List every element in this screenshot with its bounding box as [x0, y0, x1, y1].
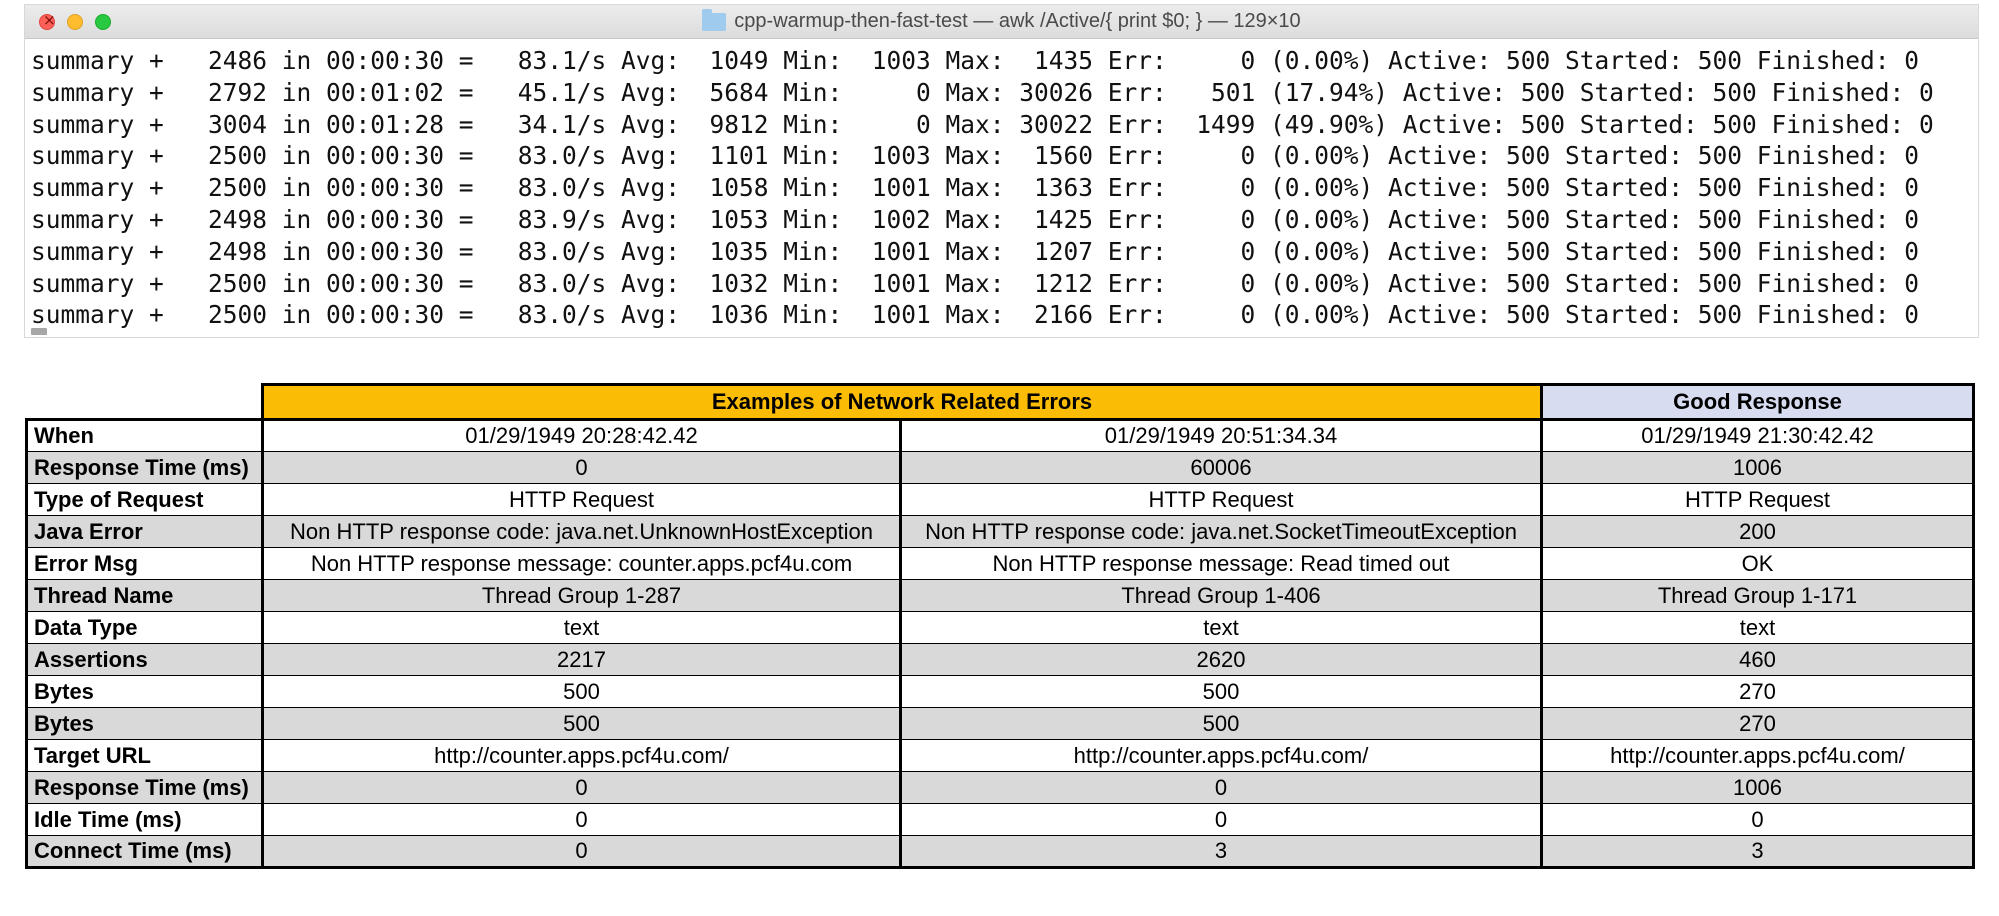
- error-example-2-cell: 60006: [900, 451, 1543, 484]
- table-row: Assertions 2217 2620 460: [25, 643, 1975, 676]
- folder-icon: [702, 8, 727, 31]
- row-label: Connect Time (ms): [25, 835, 264, 869]
- good-response-cell: Thread Group 1-171: [1541, 579, 1975, 612]
- row-label: When: [25, 418, 264, 452]
- window-title: cpp-warmup-then-fast-test — awk /Active/…: [734, 10, 1301, 32]
- good-response-cell: 3: [1541, 835, 1975, 869]
- terminal-window[interactable]: cpp-warmup-then-fast-test — awk /Active/…: [24, 4, 1979, 338]
- error-example-2-cell: HTTP Request: [900, 483, 1543, 516]
- good-response-cell: http://counter.apps.pcf4u.com/: [1541, 739, 1975, 772]
- good-response-cell: 1006: [1541, 451, 1975, 484]
- good-response-cell: 1006: [1541, 771, 1975, 804]
- terminal-line: summary + 2498 in 00:00:30 = 83.0/s Avg:…: [31, 236, 1920, 266]
- error-example-2-cell: Thread Group 1-406: [900, 579, 1543, 612]
- network-errors-header: Examples of Network Related Errors: [261, 383, 1543, 421]
- window-title-group: cpp-warmup-then-fast-test — awk /Active/…: [702, 8, 1301, 33]
- error-example-1-cell: 0: [262, 835, 902, 869]
- zoom-icon[interactable]: [95, 14, 111, 30]
- error-example-1-cell: 0: [262, 771, 902, 804]
- error-example-1-cell: http://counter.apps.pcf4u.com/: [262, 739, 902, 772]
- terminal-line: summary + 2500 in 00:00:30 = 83.0/s Avg:…: [31, 173, 1920, 203]
- terminal-line: summary + 2500 in 00:00:30 = 83.0/s Avg:…: [31, 268, 1920, 298]
- error-example-2-cell: 3: [900, 835, 1543, 869]
- table-row: Response Time (ms) 0 0 1006: [25, 771, 1975, 804]
- error-example-2-cell: 01/29/1949 20:51:34.34: [900, 418, 1543, 452]
- row-label: Response Time (ms): [25, 771, 264, 804]
- table-row: Error Msg Non HTTP response message: coun…: [25, 547, 1975, 580]
- close-icon[interactable]: [39, 11, 56, 30]
- table-row: Bytes 500 500 270: [25, 675, 1975, 708]
- table-row: Target URL http://counter.apps.pcf4u.com/…: [25, 739, 1975, 772]
- good-response-cell: 270: [1541, 707, 1975, 740]
- error-example-2-cell: 0: [900, 803, 1543, 836]
- table-row: Connect Time (ms) 0 3 3: [25, 835, 1975, 869]
- error-example-1-cell: Non HTTP response message: counter.apps.…: [262, 547, 902, 580]
- error-example-1-cell: Thread Group 1-287: [262, 579, 902, 612]
- table-row: Java Error Non HTTP response code: java.n…: [25, 515, 1975, 548]
- row-label: Error Msg: [25, 547, 264, 580]
- table-row: When 01/29/1949 20:28:42.42 01/29/1949 20:…: [25, 418, 1975, 452]
- title-bar[interactable]: cpp-warmup-then-fast-test — awk /Active/…: [25, 5, 1978, 39]
- error-example-1-cell: Non HTTP response code: java.net.Unknown…: [262, 515, 902, 548]
- terminal-output[interactable]: summary + 2486 in 00:00:30 = 83.1/s Avg:…: [25, 39, 1978, 331]
- error-example-2-cell: Non HTTP response message: Read timed ou…: [900, 547, 1543, 580]
- terminal-line: summary + 2498 in 00:00:30 = 83.9/s Avg:…: [31, 204, 1920, 234]
- row-label: Assertions: [25, 643, 264, 676]
- error-example-1-cell: 500: [262, 675, 902, 708]
- good-response-header: Good Response: [1540, 383, 1975, 421]
- error-example-1-cell: text: [262, 611, 902, 644]
- error-example-1-cell: 0: [262, 451, 902, 484]
- row-label: Idle Time (ms): [25, 803, 264, 836]
- table-row: Thread Name Thread Group 1-287 Thread Grou…: [25, 579, 1975, 612]
- row-label: Target URL: [25, 739, 264, 772]
- window-controls: [39, 11, 111, 30]
- error-example-2-cell: 2620: [900, 643, 1543, 676]
- row-label: Type of Request: [25, 483, 264, 516]
- terminal-line: summary + 2486 in 00:00:30 = 83.1/s Avg:…: [31, 46, 1920, 75]
- table-row: Response Time (ms) 0 60006 1006: [25, 451, 1975, 484]
- table-row: Idle Time (ms) 0 0 0: [25, 803, 1975, 836]
- row-label: Thread Name: [25, 579, 264, 612]
- error-example-1-cell: 500: [262, 707, 902, 740]
- terminal-line: summary + 2792 in 00:01:02 = 45.1/s Avg:…: [31, 77, 1934, 107]
- error-example-1-cell: HTTP Request: [262, 483, 902, 516]
- table-row: Data Type text text text: [25, 611, 1975, 644]
- good-response-cell: 270: [1541, 675, 1975, 708]
- table-header-row: Examples of Network Related Errors Good …: [27, 383, 1975, 421]
- terminal-line: summary + 2500 in 00:00:30 = 83.0/s Avg:…: [31, 141, 1920, 171]
- error-example-1-cell: 2217: [262, 643, 902, 676]
- header-blank-cell: [27, 385, 263, 420]
- row-label: Bytes: [25, 675, 264, 708]
- row-label: Java Error: [25, 515, 264, 548]
- good-response-cell: 01/29/1949 21:30:42.42: [1541, 418, 1975, 452]
- error-example-1-cell: 0: [262, 803, 902, 836]
- minimize-icon[interactable]: [67, 14, 83, 30]
- row-label: Response Time (ms): [25, 451, 264, 484]
- response-comparison-table: Examples of Network Related Errors Good …: [25, 383, 1975, 869]
- error-example-2-cell: text: [900, 611, 1543, 644]
- error-example-1-cell: 01/29/1949 20:28:42.42: [262, 418, 902, 452]
- table-row: Type of Request HTTP Request HTTP Request H…: [25, 483, 1975, 516]
- row-label: Bytes: [25, 707, 264, 740]
- table-body: When 01/29/1949 20:28:42.42 01/29/1949 20:…: [25, 418, 1975, 869]
- terminal-line: summary + 2500 in 00:00:30 = 83.0/s Avg:…: [31, 300, 1920, 330]
- row-label: Data Type: [25, 611, 264, 644]
- table-row: Bytes 500 500 270: [25, 707, 1975, 740]
- terminal-line: summary + 3004 in 00:01:28 = 34.1/s Avg:…: [31, 109, 1934, 139]
- error-example-2-cell: Non HTTP response code: java.net.SocketT…: [900, 515, 1543, 548]
- error-example-2-cell: http://counter.apps.pcf4u.com/: [900, 739, 1543, 772]
- good-response-cell: 460: [1541, 643, 1975, 676]
- scrollbar-thumb[interactable]: [31, 328, 47, 335]
- good-response-cell: 0: [1541, 803, 1975, 836]
- good-response-cell: HTTP Request: [1541, 483, 1975, 516]
- good-response-cell: 200: [1541, 515, 1975, 548]
- error-example-2-cell: 500: [900, 707, 1543, 740]
- error-example-2-cell: 500: [900, 675, 1543, 708]
- good-response-cell: text: [1541, 611, 1975, 644]
- good-response-cell: OK: [1541, 547, 1975, 580]
- error-example-2-cell: 0: [900, 771, 1543, 804]
